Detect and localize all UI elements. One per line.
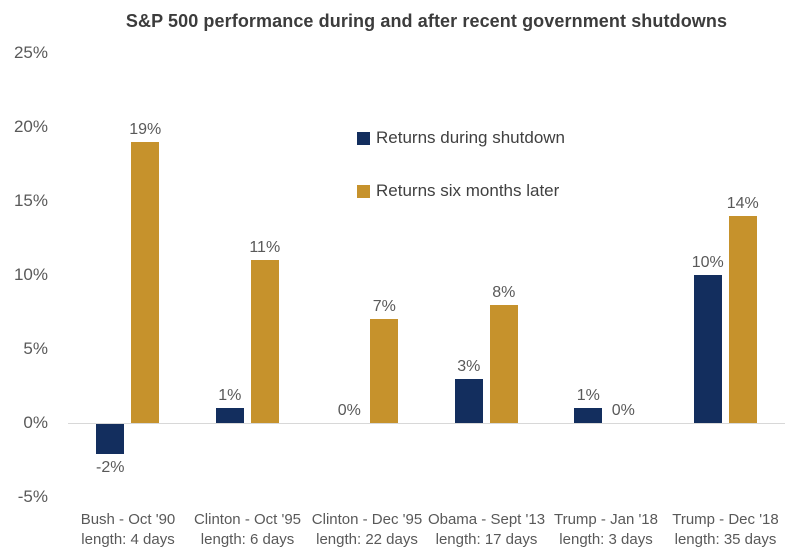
x-category-label: Obama - Sept '13 length: 17 days bbox=[427, 510, 547, 550]
bar-during-shutdown bbox=[574, 408, 603, 423]
bar-value-label: 1% bbox=[218, 387, 242, 405]
x-category-label: Trump - Jan '18 length: 3 days bbox=[546, 510, 666, 550]
x-category-name: Clinton - Oct '95 bbox=[193, 511, 302, 528]
y-tick-label: 15% bbox=[13, 191, 48, 210]
bar-value-label: 7% bbox=[372, 298, 396, 316]
x-category-name: Trump - Dec '18 bbox=[672, 511, 779, 528]
bar-value-label: 0% bbox=[337, 402, 361, 419]
bar-six-months-later bbox=[370, 319, 399, 423]
x-category-length: length: 17 days bbox=[435, 531, 538, 548]
y-tick-label: 5% bbox=[23, 339, 48, 358]
bar-value-label: 10% bbox=[691, 254, 724, 271]
x-category-length: length: 4 days bbox=[81, 531, 175, 548]
bar-during-shutdown bbox=[454, 378, 483, 423]
bar-value-label: 11% bbox=[249, 239, 281, 257]
bar-value-label: 19% bbox=[129, 120, 162, 138]
bar-during-shutdown bbox=[96, 424, 125, 454]
bar-six-months-later bbox=[728, 215, 757, 423]
x-category-name: Bush - Oct '90 bbox=[80, 511, 176, 528]
bar-value-label: 3% bbox=[457, 357, 481, 375]
x-category-name: Obama - Sept '13 bbox=[427, 511, 546, 528]
bar-six-months-later bbox=[131, 141, 160, 423]
chart-legend: Returns during shutdown Returns six mont… bbox=[357, 128, 565, 234]
bar-six-months-later bbox=[250, 260, 279, 423]
x-category-length: length: 3 days bbox=[559, 531, 653, 548]
x-category-length: length: 6 days bbox=[200, 531, 295, 548]
bar-value-label: 0% bbox=[611, 402, 635, 419]
bar-value-label: 1% bbox=[576, 387, 600, 405]
legend-item-during-shutdown: Returns during shutdown bbox=[357, 128, 565, 148]
x-category-label: Clinton - Oct '95 length: 6 days bbox=[188, 510, 308, 550]
legend-label-six-months-later: Returns six months later bbox=[376, 181, 560, 200]
x-category-label: Clinton - Dec '95 length: 22 days bbox=[307, 510, 427, 550]
y-tick-label: 20% bbox=[13, 117, 48, 136]
bar-value-label: -2% bbox=[96, 458, 125, 476]
x-category-label: Trump - Dec '18 length: 35 days bbox=[666, 510, 786, 550]
bar-value-label: 8% bbox=[492, 283, 516, 301]
x-category-name: Trump - Jan '18 bbox=[553, 511, 658, 528]
x-category-name: Clinton - Dec '95 bbox=[311, 511, 423, 528]
y-tick-label: 25% bbox=[13, 43, 48, 62]
x-category-label: Bush - Oct '90 length: 4 days bbox=[68, 510, 188, 550]
y-tick-label: -5% bbox=[17, 487, 48, 506]
y-tick-label: 0% bbox=[23, 413, 48, 432]
legend-swatch-six-months-later-icon bbox=[357, 184, 370, 198]
bar-value-label: 14% bbox=[726, 194, 759, 212]
chart-title: S&P 500 performance during and after rec… bbox=[125, 11, 728, 31]
legend-item-six-months-later: Returns six months later bbox=[357, 181, 565, 201]
bar-six-months-later bbox=[489, 304, 518, 423]
bar-during-shutdown bbox=[215, 408, 244, 423]
y-tick-label: 10% bbox=[13, 265, 48, 284]
bar-during-shutdown bbox=[693, 275, 722, 423]
x-category-length: length: 22 days bbox=[316, 531, 418, 548]
zero-baseline bbox=[68, 423, 785, 424]
legend-swatch-during-shutdown-icon bbox=[357, 131, 370, 145]
legend-label-during-shutdown: Returns during shutdown bbox=[376, 128, 566, 147]
x-category-length: length: 35 days bbox=[674, 531, 777, 548]
